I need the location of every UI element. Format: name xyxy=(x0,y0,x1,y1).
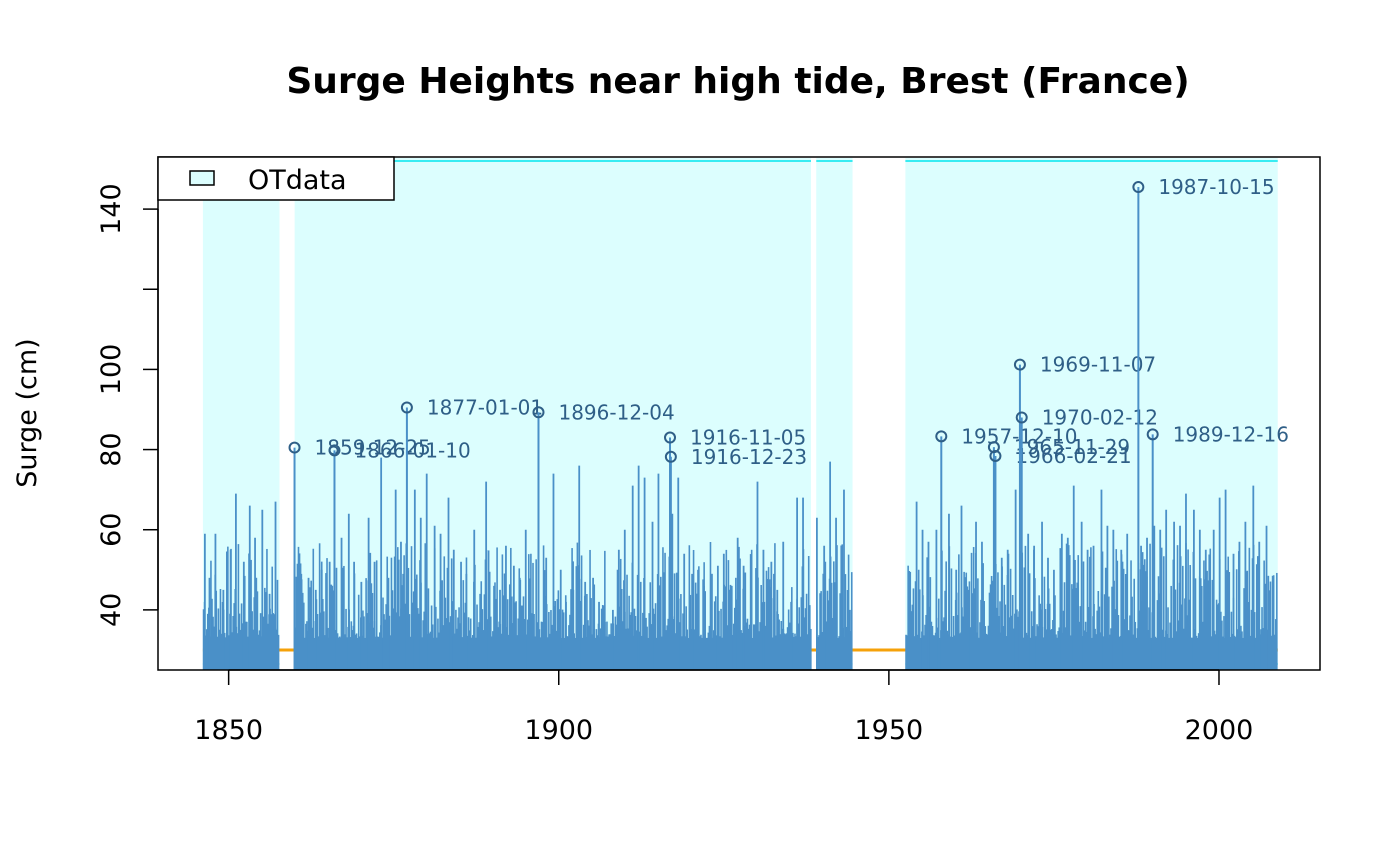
event-label-4: 1916-11-05 xyxy=(690,426,806,450)
x-tick-label-1950: 1950 xyxy=(855,715,924,746)
event-label-1: 1866-01-10 xyxy=(354,438,470,462)
observation-periods xyxy=(202,158,1278,669)
event-marker-6 xyxy=(935,430,948,443)
x-tick-label-1900: 1900 xyxy=(524,715,593,746)
y-tick-label-40: 40 xyxy=(96,593,127,627)
y-axis: 40 60 80 100 140 xyxy=(96,183,159,627)
event-label-3: 1896-12-04 xyxy=(558,400,674,424)
event-label-7: 1965-11-29 xyxy=(1014,435,1130,459)
event-marker-8 xyxy=(989,449,1002,462)
legend-label-otdata: OTdata xyxy=(248,165,347,196)
y-tick-label-140: 140 xyxy=(96,183,127,235)
event-label-10: 1970-02-12 xyxy=(1042,406,1158,430)
event-marker-4 xyxy=(664,431,677,444)
surge-spikes xyxy=(202,457,1278,670)
event-marker-0 xyxy=(288,441,301,454)
event-marker-3 xyxy=(532,406,545,419)
event-label-11: 1987-10-15 xyxy=(1158,175,1274,199)
y-tick-label-80: 80 xyxy=(96,432,127,466)
event-marker-10 xyxy=(1015,411,1028,424)
event-label-9: 1969-11-07 xyxy=(1040,353,1156,377)
event-label-12: 1989-12-16 xyxy=(1173,422,1289,446)
legend: OTdata xyxy=(157,156,395,201)
x-tick-label-2000: 2000 xyxy=(1185,715,1254,746)
y-tick-label-60: 60 xyxy=(96,513,127,547)
event-marker-5 xyxy=(664,450,677,463)
event-marker-12 xyxy=(1146,428,1159,441)
event-label-2: 1877-01-01 xyxy=(427,395,543,419)
legend-swatch xyxy=(189,170,215,186)
event-label-5: 1916-12-23 xyxy=(691,445,807,469)
y-axis-label: Surge (cm) xyxy=(12,338,43,487)
event-marker-11 xyxy=(1132,181,1145,194)
event-marker-2 xyxy=(400,401,413,414)
event-marker-7 xyxy=(987,441,1000,454)
event-label-8: 1966-02-21 xyxy=(1015,444,1131,468)
x-axis: 1850 1900 1950 2000 xyxy=(194,669,1254,746)
chart-title: Surge Heights near high tide, Brest (Fra… xyxy=(286,61,1189,102)
event-marker-9 xyxy=(1013,358,1026,371)
x-tick-label-1850: 1850 xyxy=(194,715,263,746)
event-marker-1 xyxy=(328,444,341,457)
y-tick-label-100: 100 xyxy=(96,344,127,396)
